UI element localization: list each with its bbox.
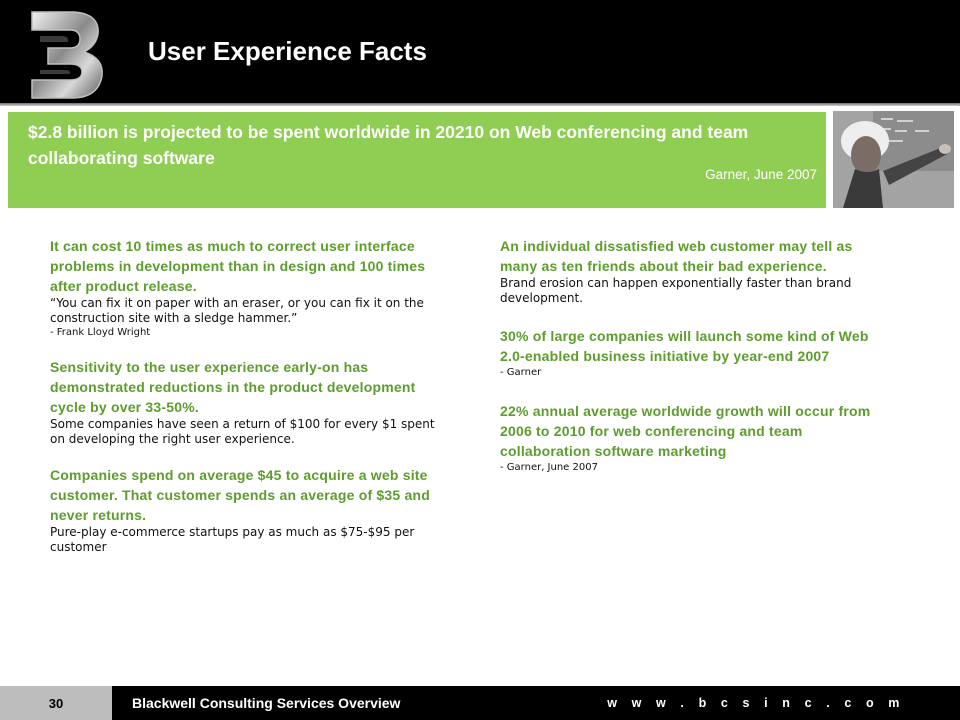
fact-item: 22% annual average worldwide growth will… — [500, 401, 890, 474]
highlight-quote-box: $2.8 billion is projected to be spent wo… — [8, 112, 826, 208]
fact-heading: 22% annual average worldwide growth will… — [500, 403, 871, 459]
header-divider — [0, 103, 960, 106]
fact-citation: - Frank Lloyd Wright — [50, 327, 151, 338]
footer-bar: 30 Blackwell Consulting Services Overvie… — [0, 686, 960, 720]
fact-heading: It can cost 10 times as much to correct … — [50, 238, 426, 294]
fact-item: Sensitivity to the user experience early… — [50, 357, 450, 447]
fact-item: Companies spend on average $45 to acquir… — [50, 465, 450, 555]
footer-title: Blackwell Consulting Services Overview — [132, 695, 401, 711]
fact-heading: Companies spend on average $45 to acquir… — [50, 467, 430, 523]
page-title: User Experience Facts — [148, 36, 427, 66]
left-facts-column: It can cost 10 times as much to correct … — [50, 236, 450, 555]
fact-body: “You can fix it on paper with an eraser,… — [50, 296, 424, 325]
fact-item: It can cost 10 times as much to correct … — [50, 236, 450, 339]
footer-website-link[interactable]: w w w . b c s i n c . c o m — [607, 696, 905, 710]
bcs-logo-icon — [31, 11, 103, 99]
header-bar: User Experience Facts — [0, 0, 960, 103]
highlight-quote-source: Garner, June 2007 — [705, 167, 817, 182]
fact-citation: - Garner — [500, 367, 542, 378]
fact-body: Some companies have seen a return of $10… — [50, 417, 435, 446]
fact-body: Pure-play e-commerce startups pay as muc… — [50, 525, 415, 554]
fact-item: An individual dissatisfied web customer … — [500, 236, 890, 306]
highlight-quote-text: $2.8 billion is projected to be spent wo… — [28, 122, 749, 168]
fact-citation: - Garner, June 2007 — [500, 462, 598, 473]
right-facts-column: An individual dissatisfied web customer … — [500, 236, 890, 474]
fact-heading: An individual dissatisfied web customer … — [500, 238, 853, 274]
page-number: 30 — [0, 686, 112, 720]
fact-heading: Sensitivity to the user experience early… — [50, 359, 416, 415]
fact-body: Brand erosion can happen exponentially f… — [500, 276, 852, 305]
portrait-photo — [833, 111, 954, 208]
fact-item: 30% of large companies will launch some … — [500, 326, 890, 379]
fact-heading: 30% of large companies will launch some … — [500, 328, 869, 364]
